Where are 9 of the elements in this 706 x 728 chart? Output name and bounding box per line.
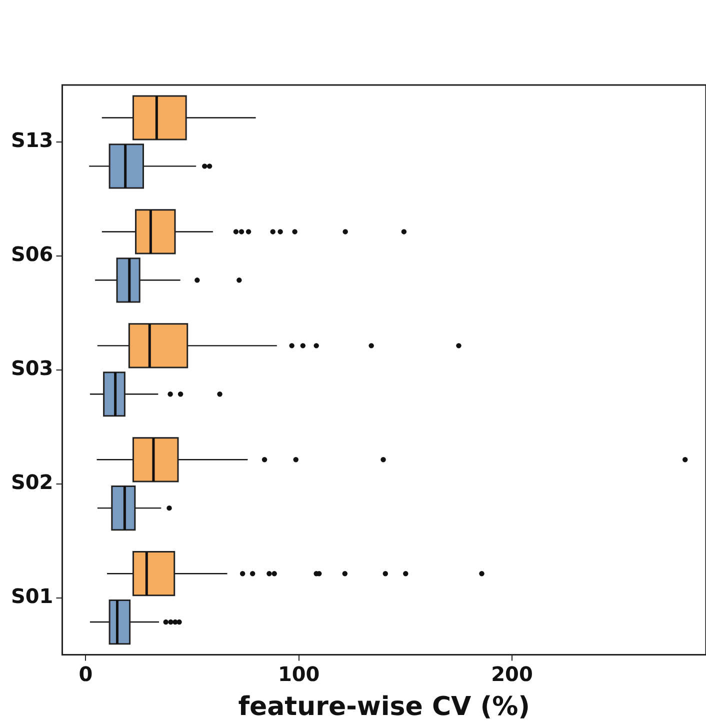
- y-tick-label: S03: [10, 356, 54, 380]
- y-tick-label: S01: [10, 584, 54, 608]
- x-tick-label: 200: [491, 662, 533, 686]
- x-tick-label: 0: [78, 662, 93, 686]
- y-tick-label: S06: [10, 242, 54, 266]
- y-tick-label: S13: [10, 128, 54, 152]
- x-axis-title: feature-wise CV (%): [238, 692, 530, 722]
- y-tick-label: S02: [10, 470, 54, 494]
- x-tick-label: 100: [278, 662, 320, 686]
